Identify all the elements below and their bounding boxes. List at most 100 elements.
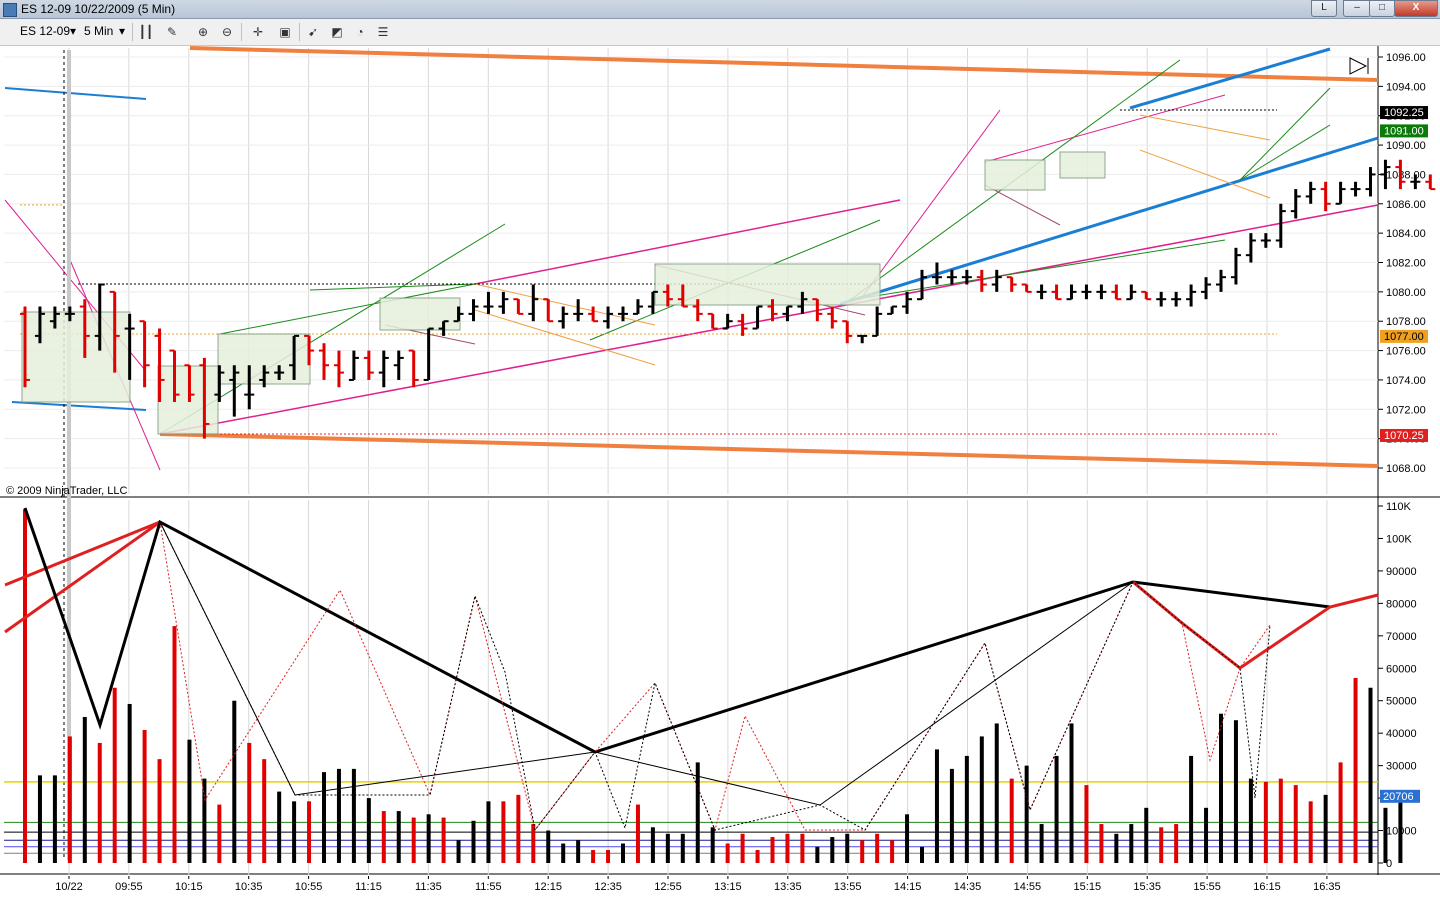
pitchfork-line [984, 184, 1061, 226]
x-tick-label: 11:15 [355, 881, 382, 893]
y-tick-label: 1080.00 [1386, 287, 1426, 299]
volume-tick-label: 110K [1386, 501, 1412, 513]
period-selector[interactable]: 5 Min [84, 24, 114, 38]
link-button[interactable]: L [1311, 0, 1337, 17]
magenta-trend-line [984, 94, 1226, 163]
volume-bar [1293, 785, 1298, 863]
x-tick-label: 13:35 [774, 881, 802, 893]
x-tick-label: 12:35 [594, 881, 622, 893]
trend-line-main [839, 136, 1379, 306]
crosshair-icon[interactable]: ✛ [252, 25, 264, 39]
volume-bar [1383, 807, 1388, 863]
green-channel-line [1239, 87, 1331, 181]
volume-bar [710, 827, 715, 863]
volume-bar [202, 778, 207, 863]
price-chart[interactable]: 10/22 09:55 10:15 10:35 10:55 11:15 11:35 11:55… [0, 46, 1440, 900]
zoom-in-icon[interactable]: ⊕ [197, 25, 209, 39]
price-marker-label: 1092.25 [1384, 107, 1424, 119]
volume-bar [695, 762, 700, 863]
x-tick-label: 11:35 [415, 881, 442, 893]
volume-bar [172, 626, 177, 863]
x-tick-label: 15:55 [1193, 881, 1221, 893]
zoom-out-icon[interactable]: ⊖ [221, 25, 233, 39]
drawing-tool-icon[interactable]: ✎ [166, 25, 178, 39]
volume-tick-label: 90000 [1386, 566, 1417, 578]
volume-bar [561, 843, 566, 863]
volume-bar [1338, 762, 1343, 863]
toolbar-divider [299, 23, 300, 41]
volume-bar [635, 804, 640, 863]
price-marker [1380, 329, 1428, 343]
x-tick-label: 14:35 [954, 881, 982, 893]
volume-bar [262, 759, 267, 863]
magenta-trend-line [474, 199, 901, 285]
volume-bar [97, 742, 102, 863]
chevron-down-icon[interactable]: ▾ [70, 24, 77, 38]
volume-bar [1024, 765, 1029, 863]
session-divider [67, 50, 71, 860]
volume-bar [665, 833, 670, 863]
x-tick-label: 10:35 [235, 881, 263, 893]
volume-zigzag-thin-black [159, 521, 1271, 832]
volume-bar [411, 817, 416, 863]
volume-bar [516, 794, 521, 863]
scroll-end-icon [1349, 57, 1369, 75]
volume-bar [1219, 713, 1223, 863]
volume-tick-label: 50000 [1386, 696, 1417, 708]
y-tick-label: 1086.00 [1386, 199, 1426, 211]
volume-marker [1380, 789, 1420, 803]
chart-toolbar: ES 12-09 ▾ 5 Min ▾ ┃┃ ✎ ⊕ ⊖ ✛ ▣ ➹ ◩ ◔ ☰ [0, 19, 1440, 46]
volume-bar [905, 814, 910, 863]
y-tick-label: 1072.00 [1386, 404, 1426, 416]
chevron-down-icon[interactable]: ▾ [119, 24, 126, 38]
x-tick-label: 12:15 [534, 881, 562, 893]
toolbar-divider [132, 23, 133, 41]
volume-bar [1323, 794, 1328, 863]
volume-bar [770, 837, 775, 863]
green-channel-line [309, 283, 476, 291]
volume-bar [680, 833, 685, 863]
indicator-icon[interactable]: ◩ [331, 25, 343, 39]
volume-bar [949, 768, 954, 863]
volume-bar [1308, 801, 1313, 863]
volume-tick-label: 60000 [1386, 663, 1417, 675]
y-tick-label: 1084.00 [1386, 228, 1426, 240]
magenta-trend-line [159, 204, 1379, 435]
x-tick-label: 10:55 [295, 881, 323, 893]
strategy-icon[interactable]: ➹ [307, 25, 319, 39]
data-box-icon[interactable]: ☰ [377, 25, 389, 39]
y-tick-label: 1074.00 [1386, 375, 1426, 387]
volume-bar [1129, 824, 1134, 863]
price-marker [1380, 124, 1428, 138]
volume-bar [1009, 778, 1014, 863]
properties-icon[interactable]: ▣ [279, 25, 291, 39]
volume-bar [456, 840, 461, 863]
volume-marker-label: 20706 [1383, 791, 1414, 803]
volume-bar [979, 736, 984, 863]
green-channel-line [1239, 124, 1331, 181]
consolidation-box [984, 159, 1046, 191]
x-tick-label: 09:55 [115, 881, 143, 893]
minimize-button[interactable]: – [1343, 0, 1371, 17]
copyright-text: © 2009 NinjaTrader, LLC [6, 485, 127, 497]
volume-bar [1114, 833, 1119, 863]
x-tick-label: 10/22 [55, 881, 83, 893]
bar-type-icon[interactable]: ┃┃ [138, 25, 154, 39]
volume-bar [576, 840, 581, 863]
volume-bar [351, 768, 356, 863]
orange-channel-line [474, 309, 656, 366]
volume-bar [112, 687, 117, 863]
volume-bar [381, 811, 386, 863]
volume-bar [52, 775, 57, 863]
x-tick-label: 13:15 [714, 881, 742, 893]
clock-icon[interactable]: ◔ [356, 25, 364, 39]
trend-line-upper [1129, 47, 1331, 110]
maximize-button[interactable]: □ [1369, 0, 1395, 17]
volume-bar [860, 840, 865, 863]
close-button[interactable]: X [1394, 0, 1438, 17]
volume-bar [755, 850, 760, 863]
x-tick-label: 14:15 [894, 881, 922, 893]
window-title: ES 12-09 10/22/2009 (5 Min) [21, 2, 176, 16]
app-icon [3, 3, 17, 17]
instrument-selector[interactable]: ES 12-09 [20, 24, 71, 38]
